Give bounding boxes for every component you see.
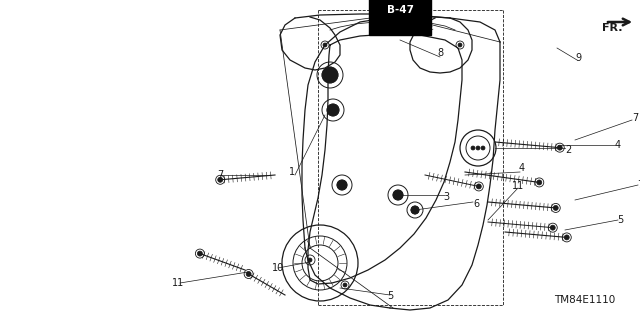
Circle shape bbox=[337, 180, 347, 190]
Circle shape bbox=[308, 258, 312, 262]
Circle shape bbox=[327, 104, 339, 116]
Circle shape bbox=[411, 206, 419, 214]
Text: 2: 2 bbox=[565, 145, 571, 155]
Circle shape bbox=[476, 184, 481, 189]
Circle shape bbox=[197, 251, 202, 256]
Circle shape bbox=[343, 283, 347, 287]
Circle shape bbox=[393, 190, 403, 200]
Text: 11: 11 bbox=[512, 181, 524, 191]
Text: 7: 7 bbox=[217, 170, 223, 180]
Circle shape bbox=[564, 235, 569, 240]
Text: B-47: B-47 bbox=[387, 5, 413, 15]
Text: 1: 1 bbox=[289, 167, 295, 177]
Text: 3: 3 bbox=[443, 192, 449, 202]
Text: 6: 6 bbox=[473, 199, 479, 209]
Text: TM84E1110: TM84E1110 bbox=[554, 295, 616, 305]
Circle shape bbox=[458, 43, 462, 47]
Text: 5: 5 bbox=[617, 215, 623, 225]
Text: 5: 5 bbox=[387, 291, 393, 301]
Circle shape bbox=[322, 67, 338, 83]
Text: 7: 7 bbox=[632, 113, 638, 123]
Circle shape bbox=[550, 225, 556, 230]
Circle shape bbox=[471, 146, 475, 150]
Text: 8: 8 bbox=[437, 48, 443, 58]
Circle shape bbox=[557, 145, 563, 150]
Circle shape bbox=[481, 146, 485, 150]
Text: B-47: B-47 bbox=[386, 8, 414, 18]
Circle shape bbox=[323, 43, 327, 47]
Circle shape bbox=[553, 205, 558, 211]
Circle shape bbox=[246, 271, 251, 277]
Text: FR.: FR. bbox=[602, 23, 623, 33]
Text: 4: 4 bbox=[519, 163, 525, 173]
Circle shape bbox=[537, 180, 542, 185]
Text: 7: 7 bbox=[637, 180, 640, 190]
Text: 10: 10 bbox=[272, 263, 284, 273]
Circle shape bbox=[218, 177, 223, 182]
Text: 9: 9 bbox=[575, 53, 581, 63]
Circle shape bbox=[476, 146, 480, 150]
Text: 4: 4 bbox=[615, 140, 621, 150]
Text: 11: 11 bbox=[172, 278, 184, 288]
